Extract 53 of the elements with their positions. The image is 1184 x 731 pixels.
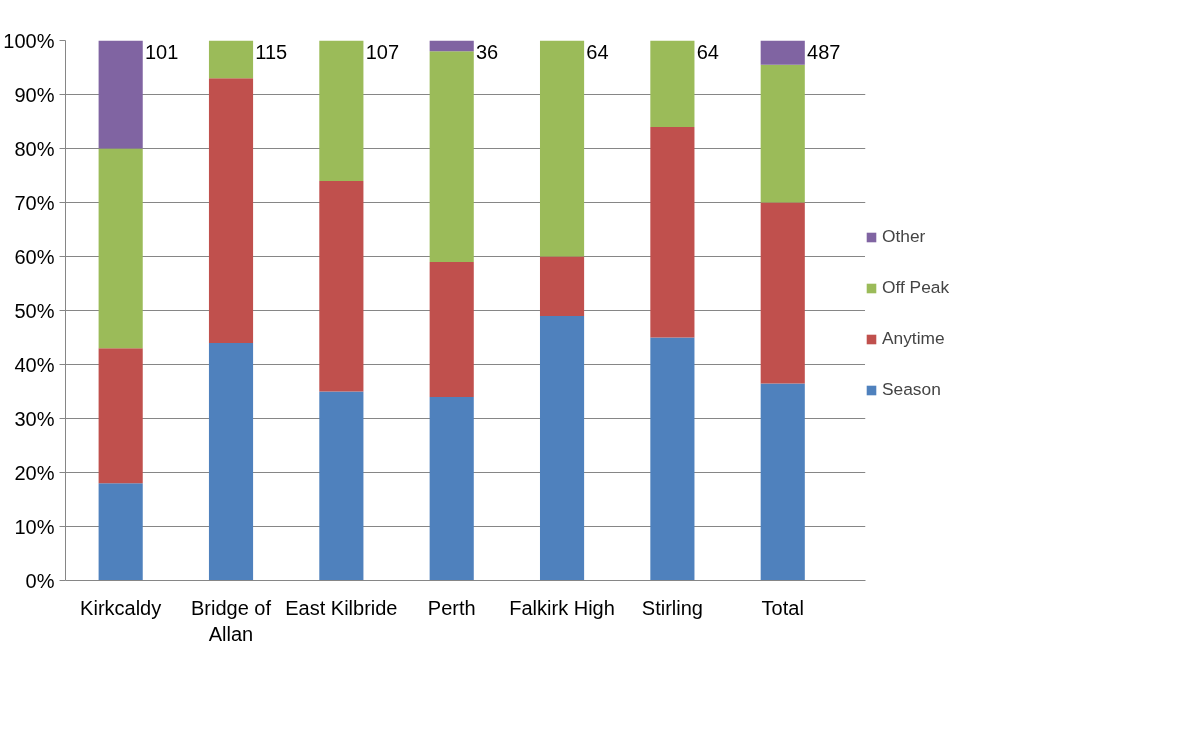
bar bbox=[429, 261, 474, 397]
bar bbox=[319, 180, 364, 392]
bar bbox=[760, 40, 805, 65]
y-tick-label: 0% bbox=[25, 569, 55, 592]
annotation: 36 bbox=[475, 40, 499, 63]
bar bbox=[319, 391, 364, 581]
annotation: 101 bbox=[144, 40, 179, 63]
y-tick-label: 10% bbox=[14, 515, 55, 538]
y-tick-label: 50% bbox=[14, 299, 55, 322]
x-tick-label: Kirkcaldy bbox=[80, 596, 162, 619]
bar bbox=[760, 383, 805, 581]
x-tick-label: Perth bbox=[427, 596, 476, 619]
annotation: 115 bbox=[255, 40, 288, 63]
bar bbox=[98, 40, 143, 149]
x-tick-label: Stirling bbox=[641, 596, 703, 619]
y-tick-label: 80% bbox=[14, 137, 55, 160]
bar bbox=[539, 315, 585, 581]
x-tick-label: Falkirk High bbox=[509, 596, 615, 619]
bar bbox=[760, 202, 805, 384]
legend-label: Other bbox=[882, 226, 926, 247]
bar bbox=[539, 256, 585, 316]
bar bbox=[98, 148, 143, 349]
bar bbox=[319, 40, 364, 181]
bar bbox=[98, 348, 143, 484]
bar bbox=[208, 342, 254, 581]
annotation: 64 bbox=[696, 40, 719, 63]
bar bbox=[650, 126, 695, 338]
y-tick-label: 40% bbox=[14, 353, 55, 376]
y-tick-label: 90% bbox=[14, 83, 55, 106]
bar bbox=[208, 40, 254, 79]
bar bbox=[650, 337, 695, 581]
y-tick-label: 70% bbox=[14, 191, 55, 214]
y-tick-label: 30% bbox=[14, 407, 55, 430]
bar bbox=[429, 40, 474, 52]
legend-label: Season bbox=[882, 379, 941, 400]
bar bbox=[429, 51, 474, 262]
bar bbox=[539, 40, 585, 257]
annotation: 107 bbox=[365, 40, 400, 63]
legend-label: Anytime bbox=[882, 328, 945, 349]
y-tick-label: 100% bbox=[3, 29, 55, 52]
y-tick-label: 20% bbox=[14, 461, 55, 484]
x-tick-label: Total bbox=[761, 596, 804, 619]
y-tick-label: 60% bbox=[14, 245, 55, 268]
x-tick-label: East Kilbride bbox=[285, 596, 398, 619]
x-tick-label: Bridge of Allan bbox=[190, 596, 272, 645]
annotation: 487 bbox=[807, 40, 841, 63]
bar bbox=[760, 64, 805, 203]
bar bbox=[98, 483, 143, 581]
bar bbox=[429, 396, 474, 581]
legend-label: Off Peak bbox=[882, 277, 950, 298]
annotation: 64 bbox=[586, 40, 609, 63]
bar bbox=[208, 78, 254, 343]
bar bbox=[650, 40, 695, 127]
